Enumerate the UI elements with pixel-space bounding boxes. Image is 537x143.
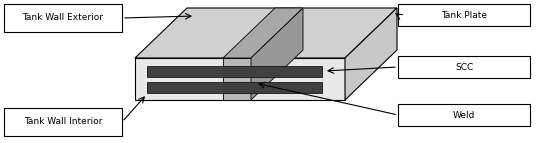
Polygon shape (147, 82, 322, 93)
FancyBboxPatch shape (398, 56, 530, 78)
Polygon shape (223, 58, 251, 100)
Text: Tank Plate: Tank Plate (441, 10, 487, 19)
Text: Weld: Weld (453, 111, 475, 120)
Polygon shape (147, 66, 322, 77)
Polygon shape (135, 8, 397, 58)
Polygon shape (223, 8, 303, 58)
Text: Tank Wall Exterior: Tank Wall Exterior (23, 13, 104, 22)
Text: SCC: SCC (455, 62, 473, 72)
Polygon shape (345, 8, 397, 100)
FancyBboxPatch shape (4, 108, 122, 136)
Text: Tank Wall Interior: Tank Wall Interior (24, 118, 102, 127)
FancyBboxPatch shape (4, 4, 122, 32)
Polygon shape (135, 58, 345, 100)
FancyBboxPatch shape (398, 104, 530, 126)
FancyBboxPatch shape (398, 4, 530, 26)
Polygon shape (251, 8, 303, 100)
